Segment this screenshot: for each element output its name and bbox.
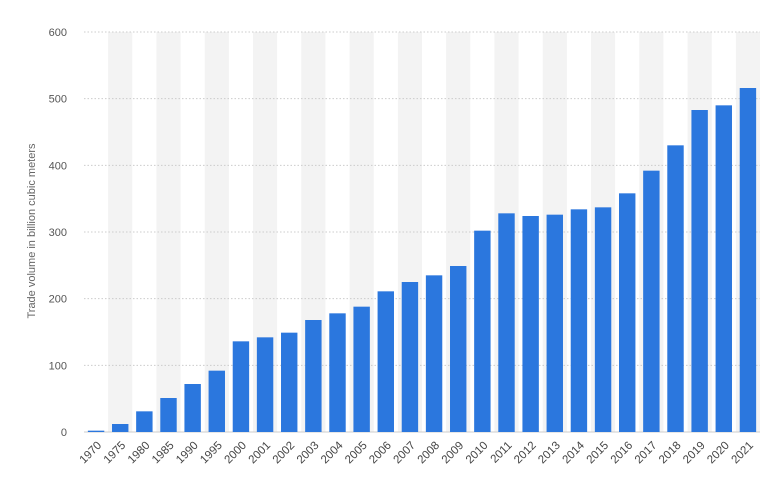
y-axis-ticks: 0 100 200 300 400 500 600 [49, 27, 67, 439]
y-axis-title: Trade volume in billion cubic meters [26, 143, 38, 319]
x-tick-label: 1980 [126, 440, 153, 467]
bar [184, 384, 201, 432]
x-tick-label: 2000 [222, 440, 249, 467]
bar [715, 105, 732, 432]
bar [691, 110, 708, 432]
bar [136, 411, 153, 432]
x-tick-label: 2015 [585, 440, 612, 467]
x-tick-label: 2014 [560, 439, 587, 466]
bar [401, 282, 419, 432]
x-tick-label: 2011 [489, 440, 515, 466]
bar [498, 213, 515, 432]
y-tick-label: 0 [61, 427, 67, 439]
bar [425, 275, 443, 432]
x-tick-label: 2001 [247, 440, 274, 467]
x-axis-ticks: 1970197519801985199019952000200120022003… [78, 439, 756, 466]
x-tick-label: 2010 [464, 440, 491, 467]
x-tick-label: 2018 [657, 440, 684, 467]
y-tick-label: 200 [49, 294, 67, 306]
x-tick-label: 1970 [78, 440, 105, 467]
x-tick-label: 2004 [319, 439, 346, 466]
bar [619, 193, 636, 432]
x-tick-label: 2021 [729, 440, 756, 467]
bar [667, 145, 684, 433]
x-tick-label: 2017 [633, 440, 660, 467]
bar [256, 337, 274, 432]
bar [112, 424, 129, 432]
x-tick-label: 2016 [609, 440, 636, 467]
bar [594, 207, 612, 432]
bar-series [87, 88, 757, 433]
bar [739, 88, 757, 432]
bar [305, 320, 322, 432]
bar [450, 266, 467, 432]
x-tick-label: 2006 [367, 440, 394, 467]
y-tick-label: 100 [49, 360, 67, 372]
x-tick-label: 2012 [512, 440, 539, 467]
x-tick-label: 1995 [198, 440, 225, 467]
bar [281, 332, 298, 432]
bar [87, 430, 105, 432]
bar [643, 170, 660, 432]
y-tick-label: 500 [49, 94, 67, 106]
bar [232, 341, 250, 432]
x-tick-label: 2019 [681, 440, 708, 467]
x-tick-label: 2003 [295, 440, 322, 467]
bar [522, 216, 539, 432]
x-tick-label: 2020 [705, 440, 732, 467]
y-tick-label: 300 [49, 227, 67, 239]
x-tick-label: 2013 [536, 440, 563, 467]
bar [546, 214, 563, 432]
bar [208, 370, 225, 432]
x-tick-label: 2009 [440, 440, 467, 467]
y-tick-label: 400 [49, 160, 67, 172]
bar [474, 230, 491, 432]
bar [570, 209, 588, 432]
bar [377, 291, 394, 432]
x-tick-label: 1990 [174, 440, 201, 467]
bar [160, 398, 177, 432]
x-tick-label: 1985 [150, 440, 177, 467]
x-tick-label: 2002 [271, 440, 298, 467]
x-tick-label: 1975 [102, 440, 129, 467]
x-tick-label: 2005 [343, 440, 370, 467]
x-tick-label: 2008 [416, 440, 443, 467]
bar [353, 306, 370, 432]
y-tick-label: 600 [49, 27, 67, 39]
x-tick-label: 2007 [391, 440, 418, 467]
bar [329, 313, 346, 432]
